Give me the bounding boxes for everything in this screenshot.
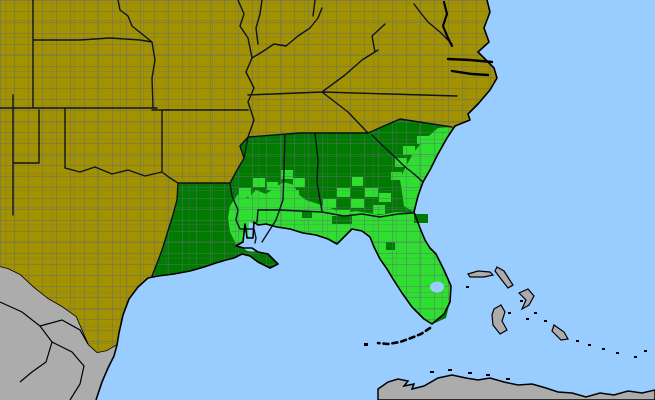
mexico <box>0 267 118 400</box>
long-island-bahamas <box>551 324 569 341</box>
island-specks <box>430 286 647 380</box>
state-borders <box>0 0 458 277</box>
lake-okeechobee <box>430 281 444 293</box>
mexico-coastline <box>95 344 118 400</box>
mexico-state-borders <box>0 301 89 400</box>
tampa-bay <box>369 266 376 280</box>
absentee-dark-county <box>414 214 428 223</box>
eleuthera-island <box>517 288 535 311</box>
inland-water <box>243 222 444 293</box>
lake-pontchartrain <box>243 240 261 252</box>
cuba <box>377 374 655 400</box>
grand-bahama-island <box>467 270 495 278</box>
dry-tortugas <box>364 343 368 346</box>
bays-and-sounds <box>441 0 494 77</box>
chesapeake-bay <box>441 0 454 48</box>
mexico-land <box>0 267 117 400</box>
us-coastline <box>0 0 498 354</box>
albemarle-sound <box>446 57 494 64</box>
andros-island <box>491 304 508 335</box>
absentee-dark-county <box>432 302 450 324</box>
bahamas <box>467 266 569 341</box>
florida-keys <box>376 326 432 346</box>
pamlico-sound <box>450 69 490 77</box>
cuba-land <box>377 374 655 400</box>
abaco-island <box>494 266 514 289</box>
